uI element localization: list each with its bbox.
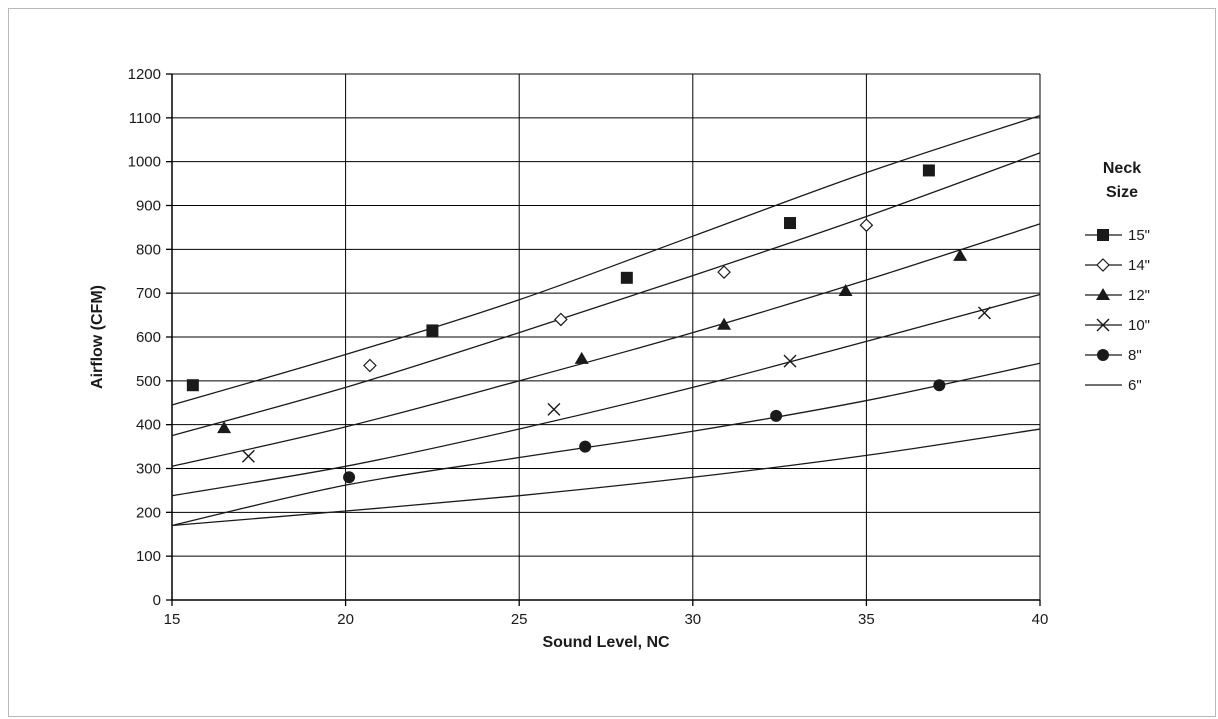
data-point xyxy=(977,306,991,320)
x-stroke xyxy=(241,449,255,463)
data-point xyxy=(838,283,853,296)
legend-swatch-marker xyxy=(1096,258,1110,272)
x-tick-label: 35 xyxy=(858,611,875,628)
legend-label: 15" xyxy=(1128,227,1150,244)
y-tick-label: 1200 xyxy=(128,66,161,83)
data-point xyxy=(343,471,356,484)
series-line xyxy=(171,293,1041,497)
y-tick-label: 300 xyxy=(136,461,161,478)
series-lines xyxy=(171,115,1041,527)
legend-item: 10" xyxy=(1085,317,1150,334)
legend-label: 8" xyxy=(1128,347,1142,364)
y-axis-title: Airflow (CFM) xyxy=(89,285,106,389)
data-point xyxy=(859,218,874,233)
y-tick-label: 700 xyxy=(136,285,161,302)
data-point xyxy=(783,354,797,368)
data-point xyxy=(933,379,946,392)
legend-item: 14" xyxy=(1085,257,1150,274)
y-tick-label: 600 xyxy=(136,329,161,346)
data-point xyxy=(717,317,732,330)
x-tick-label: 30 xyxy=(684,611,701,628)
legend-item: 6" xyxy=(1085,377,1142,394)
x-stroke xyxy=(977,306,991,320)
data-point xyxy=(953,248,968,261)
legend-item: 15" xyxy=(1085,227,1150,244)
data-point xyxy=(363,358,377,373)
x-tick-label: 40 xyxy=(1032,611,1049,628)
y-tick-label: 0 xyxy=(153,592,161,609)
series-markers xyxy=(186,164,991,484)
legend-item: 8" xyxy=(1085,347,1142,364)
x-tick-label: 25 xyxy=(511,611,528,628)
series-line xyxy=(171,428,1041,527)
legend-swatch-marker xyxy=(1097,229,1109,241)
x-stroke xyxy=(1096,318,1110,332)
data-point xyxy=(620,271,633,284)
y-tick-label: 500 xyxy=(136,373,161,390)
x-axis-title: Sound Level, NC xyxy=(542,634,670,651)
data-point xyxy=(186,379,199,392)
data-point xyxy=(579,440,592,453)
y-tick-label: 900 xyxy=(136,198,161,215)
data-point xyxy=(241,449,255,463)
data-point xyxy=(784,217,797,230)
series-line xyxy=(171,362,1041,527)
legend-label: 14" xyxy=(1128,257,1150,274)
y-tick-label: 400 xyxy=(136,417,161,434)
chart-frame xyxy=(8,8,1216,717)
data-point xyxy=(717,265,731,279)
legend-label: 10" xyxy=(1128,317,1150,334)
data-point xyxy=(554,312,568,327)
series-line xyxy=(171,115,1041,406)
axes: 0 100 200 300 400 500 600 700 800 900 1000 1100 1200… xyxy=(128,66,1049,628)
series-line xyxy=(171,223,1041,467)
x-tick-label: 15 xyxy=(164,611,181,628)
data-point xyxy=(547,402,561,416)
legend-title-line-1: Neck xyxy=(1103,160,1141,177)
y-tick-label: 800 xyxy=(136,241,161,258)
x-tick-label: 20 xyxy=(337,611,354,628)
legend-swatch-marker xyxy=(1097,349,1109,361)
data-point xyxy=(426,324,439,337)
y-tick-label: 200 xyxy=(136,504,161,521)
y-tick-label: 1000 xyxy=(128,154,161,171)
x-stroke xyxy=(547,402,561,416)
y-tick-label: 1100 xyxy=(129,110,161,127)
y-tick-label: 100 xyxy=(136,548,161,565)
legend: Neck Size 15" 14" 12" 10" 8" 6" xyxy=(1085,160,1150,394)
legend-swatch-marker xyxy=(1096,318,1110,332)
legend-items: 15" 14" 12" 10" 8" 6" xyxy=(1085,227,1150,394)
series-line xyxy=(171,152,1041,437)
legend-swatch-marker xyxy=(1096,288,1110,300)
legend-item: 12" xyxy=(1085,287,1150,304)
legend-label: 12" xyxy=(1128,287,1150,304)
data-point xyxy=(574,351,589,364)
legend-label: 6" xyxy=(1128,377,1142,394)
data-point xyxy=(217,421,232,434)
x-stroke xyxy=(783,354,797,368)
legend-title-line-2: Size xyxy=(1106,184,1138,201)
grid xyxy=(172,73,1041,600)
data-point xyxy=(770,409,783,422)
data-point xyxy=(922,164,935,177)
